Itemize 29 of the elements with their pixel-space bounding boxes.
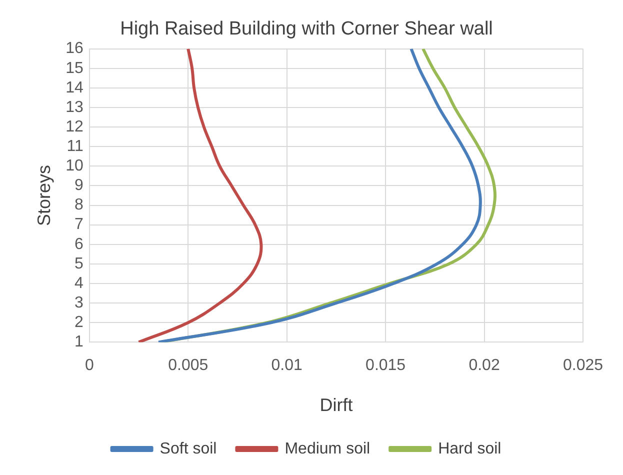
legend-label: Hard soil [438,440,502,458]
y-tick-label: 9 [74,177,84,194]
x-tick-label: 0.02 [468,357,500,374]
y-tick-label: 10 [66,158,84,175]
x-axis-title: Dirft [320,395,353,416]
y-tick-label: 3 [74,294,84,312]
y-tick-label: 12 [66,118,84,136]
y-tick-label: 15 [66,60,84,77]
y-tick-label: 4 [74,274,84,292]
y-tick-label: 6 [74,236,84,253]
x-tick-label: 0.025 [562,357,604,374]
line-series [137,48,263,342]
y-tick-label: 5 [74,255,84,272]
chart-title: High Raised Building with Corner Shear wall [120,18,493,40]
y-tick-label: 2 [74,314,84,332]
y-tick-label: 8 [74,196,84,214]
y-tick-label: 11 [66,138,84,156]
y-tick-label: 13 [66,98,84,116]
y-axis-title: Storeys [34,164,54,226]
x-tick-label: 0.015 [366,357,406,374]
x-tick-label: 0.005 [168,357,208,374]
y-tick-label: 7 [74,216,84,234]
y-tick-label: 14 [66,79,84,96]
y-tick-label: 1 [74,334,84,351]
legend-label: Medium soil [284,440,370,458]
x-tick-label: 0 [84,357,94,374]
x-tick-label: 0.01 [271,357,303,374]
legend-label: Soft soil [160,440,217,458]
y-tick-label: 16 [66,40,84,58]
